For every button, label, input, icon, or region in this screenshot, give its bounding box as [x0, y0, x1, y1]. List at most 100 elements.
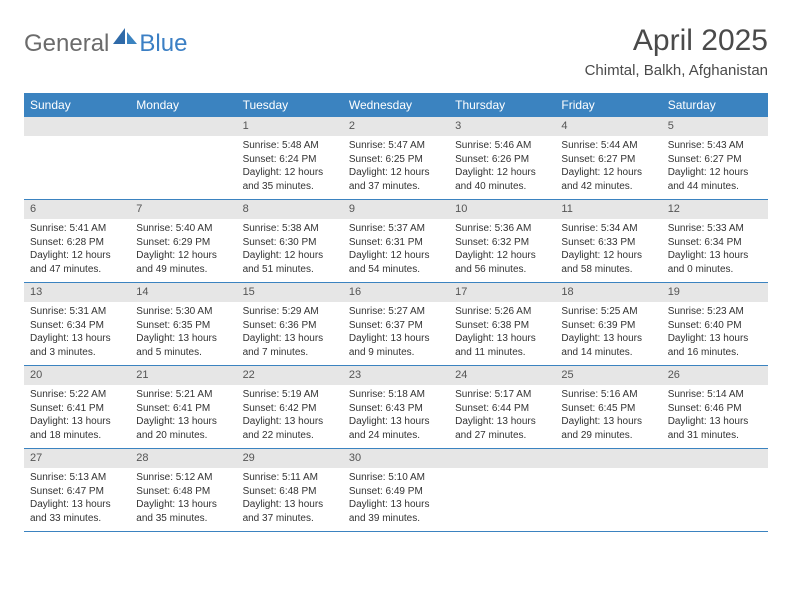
day-body: Sunrise: 5:13 AMSunset: 6:47 PMDaylight:… [24, 468, 130, 531]
day-cell [24, 117, 130, 199]
day-body [555, 468, 661, 477]
sunrise-text: Sunrise: 5:43 AM [668, 139, 762, 153]
day-cell: 1Sunrise: 5:48 AMSunset: 6:24 PMDaylight… [237, 117, 343, 199]
day-body: Sunrise: 5:11 AMSunset: 6:48 PMDaylight:… [237, 468, 343, 531]
day-number: 1 [237, 117, 343, 136]
daylight-text: Daylight: 13 hours and 0 minutes. [668, 249, 762, 276]
sunrise-text: Sunrise: 5:46 AM [455, 139, 549, 153]
daylight-text: Daylight: 12 hours and 40 minutes. [455, 166, 549, 193]
sunrise-text: Sunrise: 5:36 AM [455, 222, 549, 236]
day-body: Sunrise: 5:16 AMSunset: 6:45 PMDaylight:… [555, 385, 661, 448]
day-cell [662, 449, 768, 531]
day-body: Sunrise: 5:26 AMSunset: 6:38 PMDaylight:… [449, 302, 555, 365]
logo-text-general: General [24, 30, 109, 58]
week-row: 13Sunrise: 5:31 AMSunset: 6:34 PMDayligh… [24, 283, 768, 366]
daylight-text: Daylight: 12 hours and 58 minutes. [561, 249, 655, 276]
day-cell: 20Sunrise: 5:22 AMSunset: 6:41 PMDayligh… [24, 366, 130, 448]
day-cell: 3Sunrise: 5:46 AMSunset: 6:26 PMDaylight… [449, 117, 555, 199]
day-number: 13 [24, 283, 130, 302]
day-cell: 29Sunrise: 5:11 AMSunset: 6:48 PMDayligh… [237, 449, 343, 531]
day-number [24, 117, 130, 136]
sunset-text: Sunset: 6:25 PM [349, 153, 443, 167]
day-header-sunday: Sunday [24, 93, 130, 117]
month-title: April 2025 [585, 24, 768, 58]
sunset-text: Sunset: 6:42 PM [243, 402, 337, 416]
sunset-text: Sunset: 6:39 PM [561, 319, 655, 333]
day-cell: 11Sunrise: 5:34 AMSunset: 6:33 PMDayligh… [555, 200, 661, 282]
daylight-text: Daylight: 13 hours and 5 minutes. [136, 332, 230, 359]
sunrise-text: Sunrise: 5:25 AM [561, 305, 655, 319]
week-row: 6Sunrise: 5:41 AMSunset: 6:28 PMDaylight… [24, 200, 768, 283]
day-body [24, 136, 130, 145]
day-number: 28 [130, 449, 236, 468]
day-body: Sunrise: 5:41 AMSunset: 6:28 PMDaylight:… [24, 219, 130, 282]
day-number: 29 [237, 449, 343, 468]
day-number: 9 [343, 200, 449, 219]
daylight-text: Daylight: 13 hours and 37 minutes. [243, 498, 337, 525]
day-body: Sunrise: 5:17 AMSunset: 6:44 PMDaylight:… [449, 385, 555, 448]
sunset-text: Sunset: 6:47 PM [30, 485, 124, 499]
sunrise-text: Sunrise: 5:29 AM [243, 305, 337, 319]
logo-text-blue: Blue [139, 30, 187, 58]
day-number: 3 [449, 117, 555, 136]
day-body: Sunrise: 5:34 AMSunset: 6:33 PMDaylight:… [555, 219, 661, 282]
day-number: 6 [24, 200, 130, 219]
sunset-text: Sunset: 6:40 PM [668, 319, 762, 333]
day-number: 20 [24, 366, 130, 385]
daylight-text: Daylight: 12 hours and 42 minutes. [561, 166, 655, 193]
sunset-text: Sunset: 6:37 PM [349, 319, 443, 333]
sunset-text: Sunset: 6:38 PM [455, 319, 549, 333]
day-body: Sunrise: 5:30 AMSunset: 6:35 PMDaylight:… [130, 302, 236, 365]
daylight-text: Daylight: 12 hours and 35 minutes. [243, 166, 337, 193]
day-cell: 17Sunrise: 5:26 AMSunset: 6:38 PMDayligh… [449, 283, 555, 365]
day-cell [449, 449, 555, 531]
day-body: Sunrise: 5:29 AMSunset: 6:36 PMDaylight:… [237, 302, 343, 365]
day-number: 27 [24, 449, 130, 468]
day-body: Sunrise: 5:38 AMSunset: 6:30 PMDaylight:… [237, 219, 343, 282]
sunset-text: Sunset: 6:45 PM [561, 402, 655, 416]
sunset-text: Sunset: 6:44 PM [455, 402, 549, 416]
sunrise-text: Sunrise: 5:11 AM [243, 471, 337, 485]
day-body: Sunrise: 5:36 AMSunset: 6:32 PMDaylight:… [449, 219, 555, 282]
sunset-text: Sunset: 6:30 PM [243, 236, 337, 250]
sunset-text: Sunset: 6:27 PM [668, 153, 762, 167]
day-header-tuesday: Tuesday [237, 93, 343, 117]
day-number: 7 [130, 200, 236, 219]
sunset-text: Sunset: 6:33 PM [561, 236, 655, 250]
day-body: Sunrise: 5:46 AMSunset: 6:26 PMDaylight:… [449, 136, 555, 199]
daylight-text: Daylight: 13 hours and 29 minutes. [561, 415, 655, 442]
day-body: Sunrise: 5:22 AMSunset: 6:41 PMDaylight:… [24, 385, 130, 448]
day-number: 14 [130, 283, 236, 302]
day-body: Sunrise: 5:25 AMSunset: 6:39 PMDaylight:… [555, 302, 661, 365]
sunset-text: Sunset: 6:43 PM [349, 402, 443, 416]
day-cell: 15Sunrise: 5:29 AMSunset: 6:36 PMDayligh… [237, 283, 343, 365]
day-number [449, 449, 555, 468]
sunrise-text: Sunrise: 5:34 AM [561, 222, 655, 236]
daylight-text: Daylight: 13 hours and 9 minutes. [349, 332, 443, 359]
day-number: 11 [555, 200, 661, 219]
daylight-text: Daylight: 13 hours and 31 minutes. [668, 415, 762, 442]
week-row: 27Sunrise: 5:13 AMSunset: 6:47 PMDayligh… [24, 449, 768, 532]
day-number: 24 [449, 366, 555, 385]
day-body: Sunrise: 5:47 AMSunset: 6:25 PMDaylight:… [343, 136, 449, 199]
day-number: 21 [130, 366, 236, 385]
daylight-text: Daylight: 12 hours and 56 minutes. [455, 249, 549, 276]
sunset-text: Sunset: 6:24 PM [243, 153, 337, 167]
day-number: 12 [662, 200, 768, 219]
day-number: 4 [555, 117, 661, 136]
daylight-text: Daylight: 13 hours and 18 minutes. [30, 415, 124, 442]
daylight-text: Daylight: 13 hours and 11 minutes. [455, 332, 549, 359]
sunrise-text: Sunrise: 5:44 AM [561, 139, 655, 153]
day-cell: 26Sunrise: 5:14 AMSunset: 6:46 PMDayligh… [662, 366, 768, 448]
logo: General Blue [24, 30, 187, 58]
daylight-text: Daylight: 12 hours and 51 minutes. [243, 249, 337, 276]
daylight-text: Daylight: 13 hours and 24 minutes. [349, 415, 443, 442]
sunrise-text: Sunrise: 5:12 AM [136, 471, 230, 485]
day-body: Sunrise: 5:19 AMSunset: 6:42 PMDaylight:… [237, 385, 343, 448]
sunrise-text: Sunrise: 5:37 AM [349, 222, 443, 236]
day-cell: 21Sunrise: 5:21 AMSunset: 6:41 PMDayligh… [130, 366, 236, 448]
day-cell [130, 117, 236, 199]
daylight-text: Daylight: 13 hours and 27 minutes. [455, 415, 549, 442]
day-body: Sunrise: 5:31 AMSunset: 6:34 PMDaylight:… [24, 302, 130, 365]
day-number: 25 [555, 366, 661, 385]
